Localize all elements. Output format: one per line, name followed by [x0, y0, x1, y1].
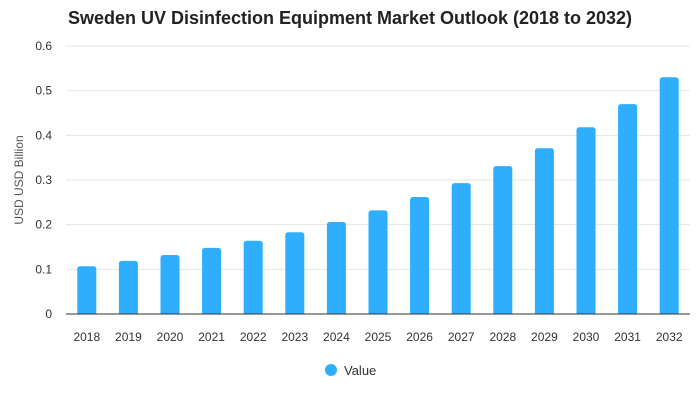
x-tick-label: 2030 [573, 330, 600, 344]
x-tick-label: 2020 [157, 330, 184, 344]
bar-2030 [576, 127, 596, 314]
x-tick-label: 2025 [365, 330, 392, 344]
y-tick-label: 0.4 [35, 128, 52, 142]
bar-2023 [285, 232, 305, 314]
legend-label: Value [344, 363, 376, 378]
x-tick-label: 2021 [198, 330, 225, 344]
x-tick-label: 2018 [73, 330, 100, 344]
x-tick-label: 2024 [323, 330, 350, 344]
x-tick-label: 2032 [656, 330, 683, 344]
chart-title: Sweden UV Disinfection Equipment Market … [67, 8, 633, 28]
bar-2031 [618, 104, 638, 314]
x-tick-label: 2028 [489, 330, 516, 344]
x-tick-label: 2023 [281, 330, 308, 344]
bar-2024 [326, 221, 346, 314]
bars [77, 77, 679, 315]
bar-2019 [118, 260, 138, 314]
bar-2028 [493, 166, 513, 314]
x-tick-label: 2031 [614, 330, 641, 344]
bar-2022 [243, 240, 263, 314]
y-tick-label: 0.3 [35, 173, 52, 187]
x-axis-ticks: 2018 2019 2020 2021 2022 2023 2024 2025 2026 2027… [73, 330, 682, 344]
y-tick-label: 0.1 [35, 262, 52, 276]
x-tick-label: 2029 [531, 330, 558, 344]
bar-2025 [368, 210, 388, 314]
y-axis-ticks: 0 0.1 0.2 0.3 0.4 0.5 0.6 [35, 39, 52, 321]
legend-marker [325, 364, 337, 376]
x-tick-label: 2026 [406, 330, 433, 344]
x-tick-label: 2019 [115, 330, 142, 344]
x-tick-label: 2027 [448, 330, 475, 344]
bar-2021 [202, 247, 222, 314]
x-tick-label: 2022 [240, 330, 267, 344]
y-axis-label: USD USD Billion [12, 135, 26, 224]
bar-2032 [659, 77, 679, 315]
bar-2026 [410, 196, 430, 314]
y-tick-label: 0.6 [35, 39, 52, 53]
y-tick-label: 0.2 [35, 218, 52, 232]
bar-2027 [451, 183, 471, 314]
y-tick-label: 0.5 [35, 84, 52, 98]
legend[interactable]: Value [325, 363, 376, 378]
bar-2029 [534, 148, 554, 314]
bar-2020 [160, 255, 180, 314]
y-tick-label: 0 [45, 307, 52, 321]
bar-2018 [77, 266, 97, 314]
